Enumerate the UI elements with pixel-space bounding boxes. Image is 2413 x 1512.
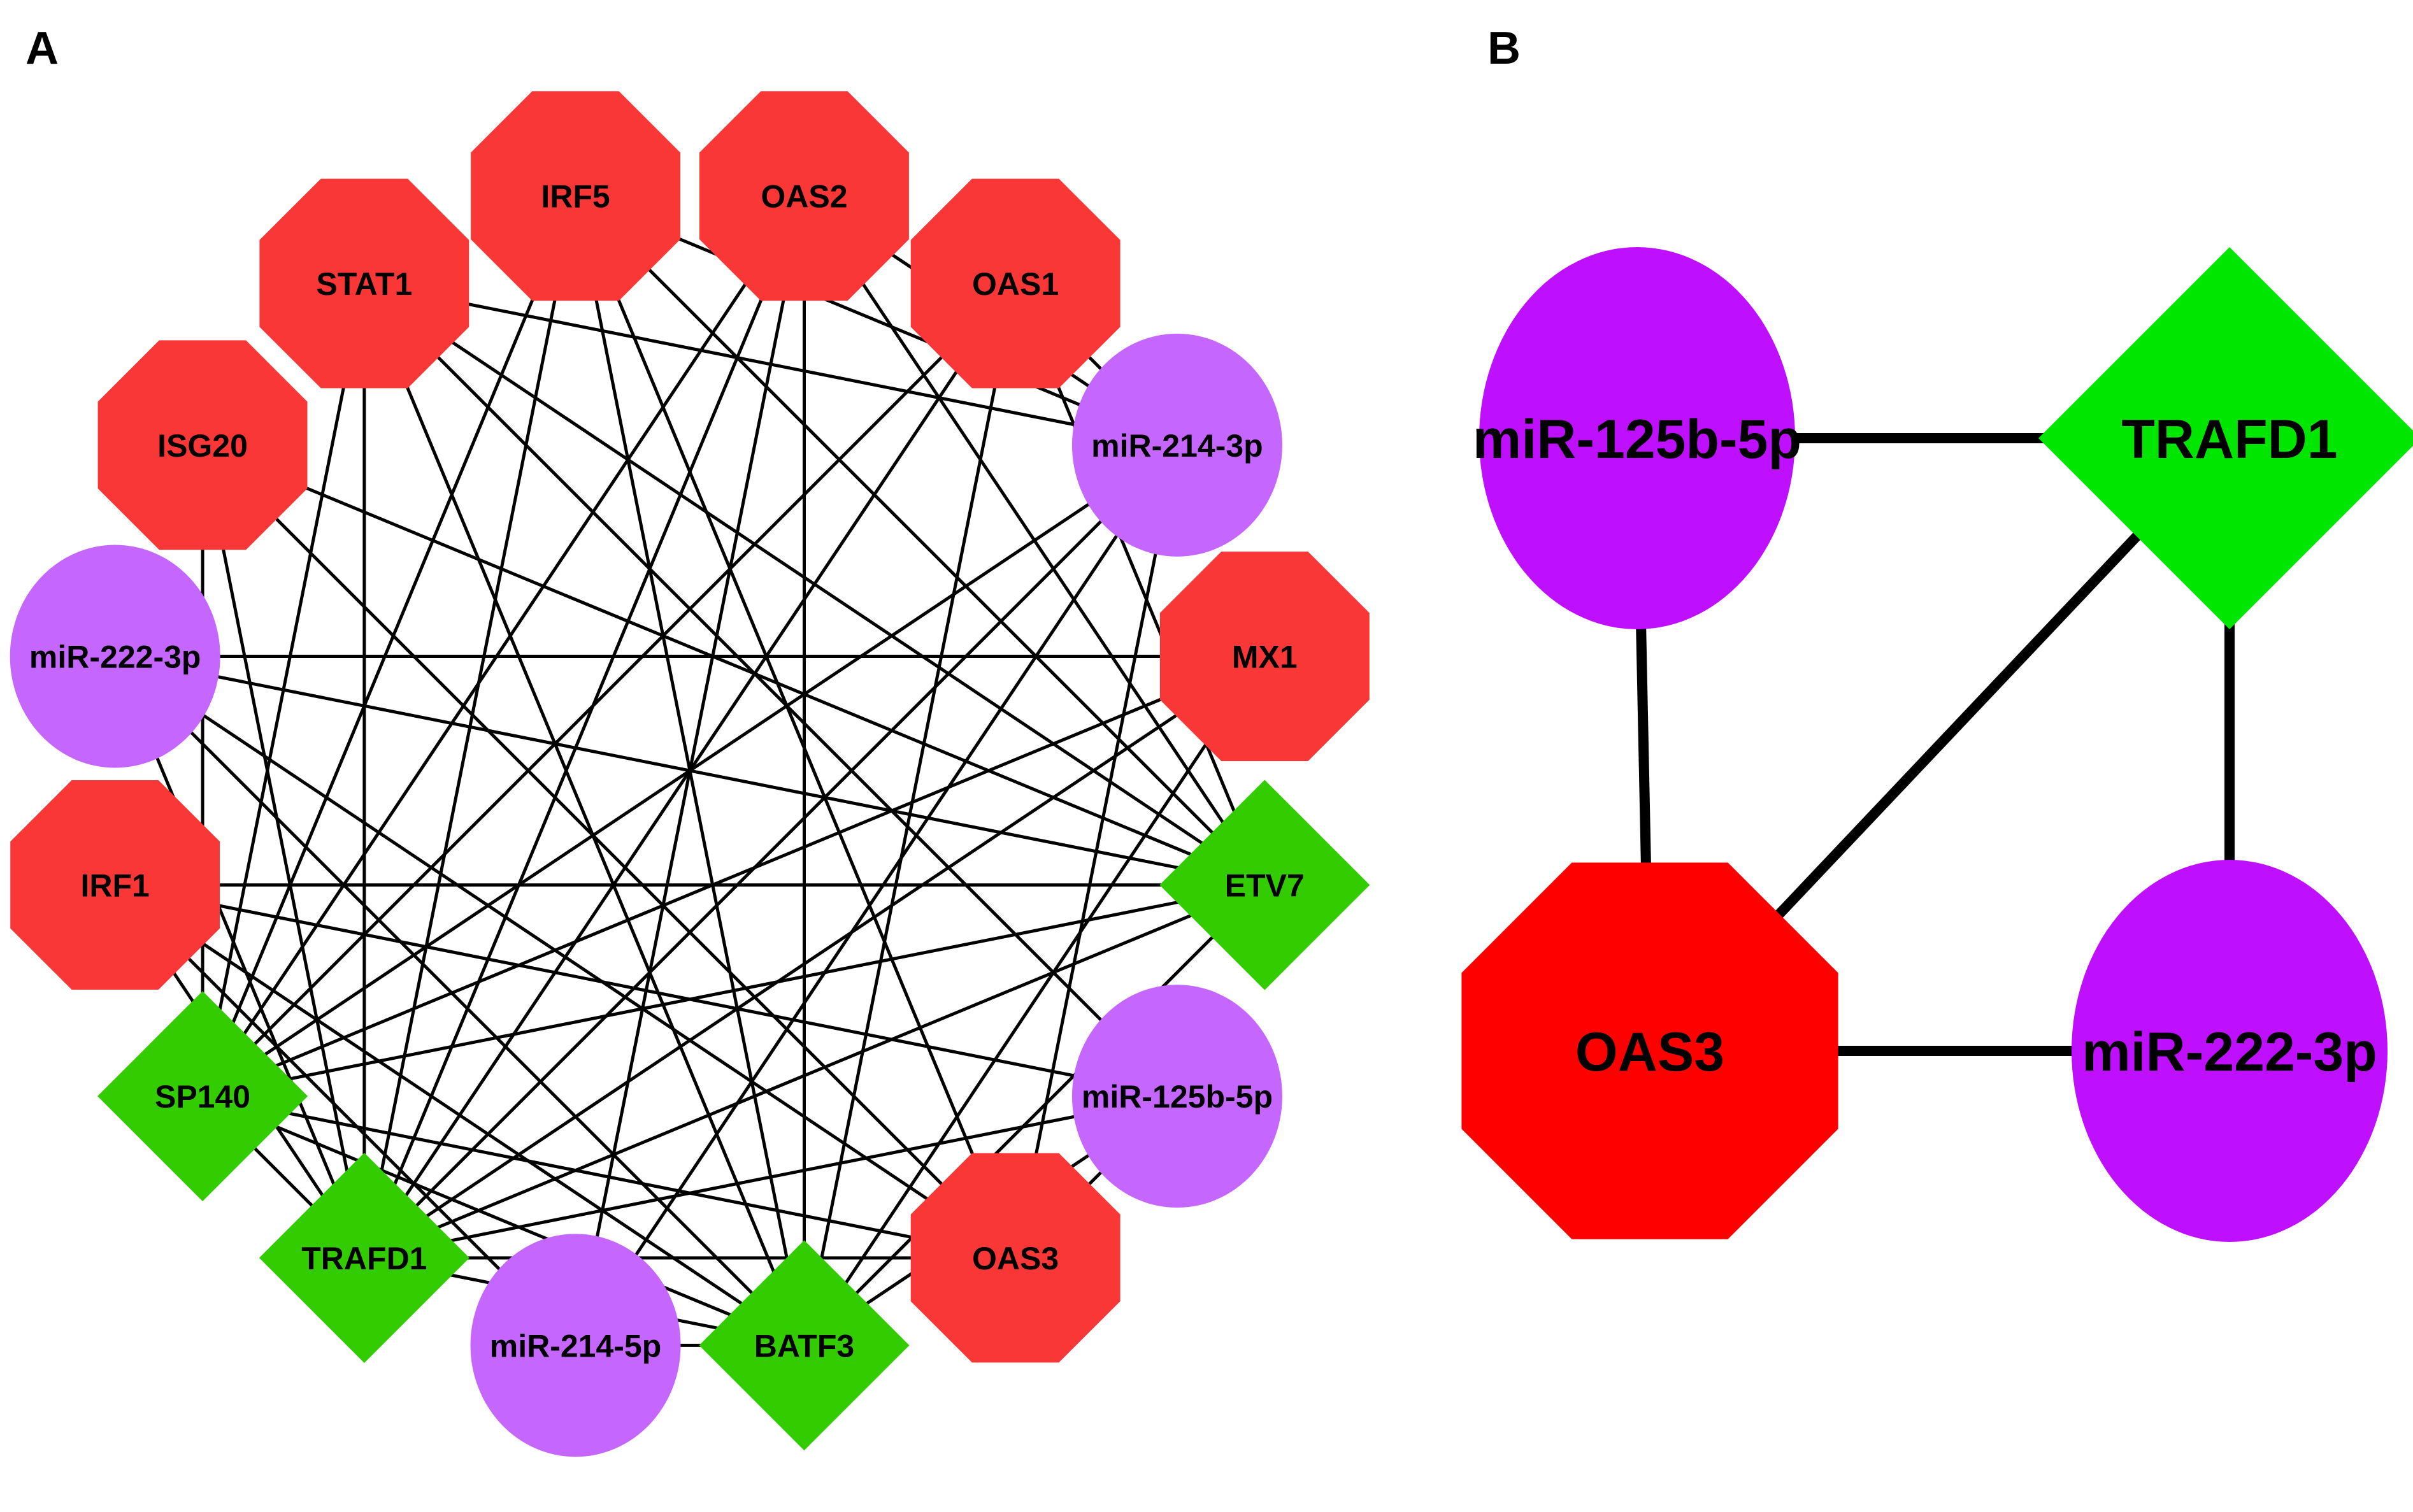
panel-a-gene-node-irf5[interactable] bbox=[471, 91, 680, 301]
panel-a-node-label-trafd1: TRAFD1 bbox=[301, 1241, 427, 1276]
panel-a-edge-oas3-isg20 bbox=[201, 444, 1017, 1259]
panel-a-tf-node-sp140[interactable] bbox=[97, 991, 308, 1202]
panel-a-gene-node-oas1[interactable] bbox=[910, 178, 1121, 389]
panel-a-edge-mir-222-3p-batf3 bbox=[113, 655, 806, 1347]
panel-a-mirna-node-mir-214-3p[interactable] bbox=[1071, 333, 1282, 557]
panel-a-tf-node-etv7[interactable] bbox=[1159, 780, 1370, 990]
panel-a-edge-mir-125b-5p-trafd1 bbox=[364, 1094, 1178, 1260]
panel-a-gene-node-mx1[interactable] bbox=[1159, 552, 1370, 761]
panel-b-network: miR-125b-5p TRAFD1 OAS3 miR-222-3p bbox=[1461, 247, 2413, 1242]
panel-a-edge-etv7-batf3 bbox=[803, 883, 1266, 1347]
panel-a-label: A bbox=[25, 23, 59, 74]
panel-a-node-label-oas3: OAS3 bbox=[972, 1241, 1059, 1276]
panel-a-gene-node-isg20[interactable] bbox=[97, 340, 308, 550]
panel-a-edge-mir-214-3p-sp140 bbox=[201, 443, 1178, 1098]
panel-a-edge-etv7-trafd1 bbox=[363, 883, 1266, 1260]
panel-a-tf-node-batf3[interactable] bbox=[699, 1240, 910, 1451]
panel-a-edge-oas2-trafd1 bbox=[362, 195, 806, 1259]
panel-a-node-label-oas1: OAS1 bbox=[972, 266, 1059, 302]
panel-a-edge-irf5-etv7 bbox=[574, 194, 1266, 887]
panel-a-node-label-mir-222-3p: miR-222-3p bbox=[29, 639, 201, 675]
panel-a-node-label-irf5: IRF5 bbox=[541, 179, 610, 215]
panel-a-edge-irf5-oas3 bbox=[574, 195, 1017, 1259]
panel-a-gene-node-oas2[interactable] bbox=[699, 91, 909, 301]
panel-a-nodes: OAS2 OAS1 miR-214-3p MX1 ETV7 miR-125b-5p OAS3… bbox=[10, 91, 1370, 1457]
panel-a-gene-node-stat1[interactable] bbox=[259, 178, 469, 389]
panel-a-node-label-sp140: SP140 bbox=[155, 1079, 250, 1115]
panel-a-node-label-mir-214-5p: miR-214-5p bbox=[490, 1328, 662, 1364]
panel-a-mirna-node-mir-214-5p[interactable] bbox=[470, 1234, 681, 1457]
panel-a-node-label-etv7: ETV7 bbox=[1225, 867, 1305, 903]
panel-b-node-label-trafd1: TRAFD1 bbox=[2121, 409, 2337, 470]
panel-a-tf-node-trafd1[interactable] bbox=[259, 1152, 469, 1363]
panel-a-gene-node-oas3[interactable] bbox=[910, 1153, 1121, 1363]
panel-b-tf-node-trafd1[interactable] bbox=[2038, 247, 2413, 629]
panel-a-gene-node-irf1[interactable] bbox=[10, 780, 220, 990]
panel-a-edge-irf1-mir-214-5p bbox=[113, 883, 577, 1347]
panel-a-edge-mx1-sp140 bbox=[202, 655, 1266, 1098]
panel-a-edge-sp140-batf3 bbox=[202, 1094, 805, 1347]
panel-a-edge-isg20-etv7 bbox=[202, 443, 1266, 887]
panel-b-node-label-mir-222-3p: miR-222-3p bbox=[2082, 1022, 2377, 1083]
panel-a-edge-stat1-batf3 bbox=[362, 283, 806, 1346]
panel-a-node-label-mx1: MX1 bbox=[1232, 639, 1298, 675]
panel-a-edge-oas3-sp140 bbox=[202, 1094, 1016, 1260]
panel-b-mirna-node-mir-222-3p[interactable] bbox=[2072, 860, 2388, 1242]
panel-a-edge-irf1-mir-125b-5p bbox=[115, 883, 1178, 1098]
panel-a-node-label-isg20: ISG20 bbox=[157, 428, 248, 464]
panel-a-node-label-oas2: OAS2 bbox=[761, 179, 847, 215]
panel-a-edge-irf5-sp140 bbox=[201, 195, 577, 1097]
panel-a-edge-irf1-batf3 bbox=[114, 883, 805, 1347]
panel-a-node-label-batf3: BATF3 bbox=[754, 1328, 854, 1364]
panel-a-node-label-mir-125b-5p: miR-125b-5p bbox=[1082, 1079, 1273, 1115]
panel-a-network: OAS2 OAS1 miR-214-3p MX1 ETV7 miR-125b-5p OAS3… bbox=[10, 91, 1370, 1457]
panel-a-edge-oas1-sp140 bbox=[201, 282, 1017, 1097]
panel-b-node-label-oas3: OAS3 bbox=[1575, 1022, 1724, 1083]
panel-a-edge-etv7-sp140 bbox=[202, 883, 1265, 1098]
panel-a-mirna-node-mir-125b-5p[interactable] bbox=[1071, 985, 1282, 1208]
panel-b-gene-node-oas3[interactable] bbox=[1461, 862, 1838, 1239]
panel-a-mirna-node-mir-222-3p[interactable] bbox=[10, 545, 220, 768]
panel-a-edges bbox=[113, 194, 1266, 1347]
panel-a-node-label-mir-214-3p: miR-214-3p bbox=[1091, 428, 1263, 464]
panel-b-mirna-node-mir-125b-5p[interactable] bbox=[1479, 247, 1795, 629]
panel-b-node-label-mir-125b-5p: miR-125b-5p bbox=[1473, 409, 1801, 470]
panel-a-edge-mir-214-3p-trafd1 bbox=[363, 444, 1178, 1259]
panel-b-label: B bbox=[1487, 23, 1521, 74]
panel-a-node-label-irf1: IRF1 bbox=[80, 867, 149, 903]
panel-b-nodes: miR-125b-5p TRAFD1 OAS3 miR-222-3p bbox=[1461, 247, 2413, 1242]
panel-a-node-label-stat1: STAT1 bbox=[316, 266, 412, 302]
panel-a-edge-stat1-mir-125b-5p bbox=[363, 282, 1178, 1097]
